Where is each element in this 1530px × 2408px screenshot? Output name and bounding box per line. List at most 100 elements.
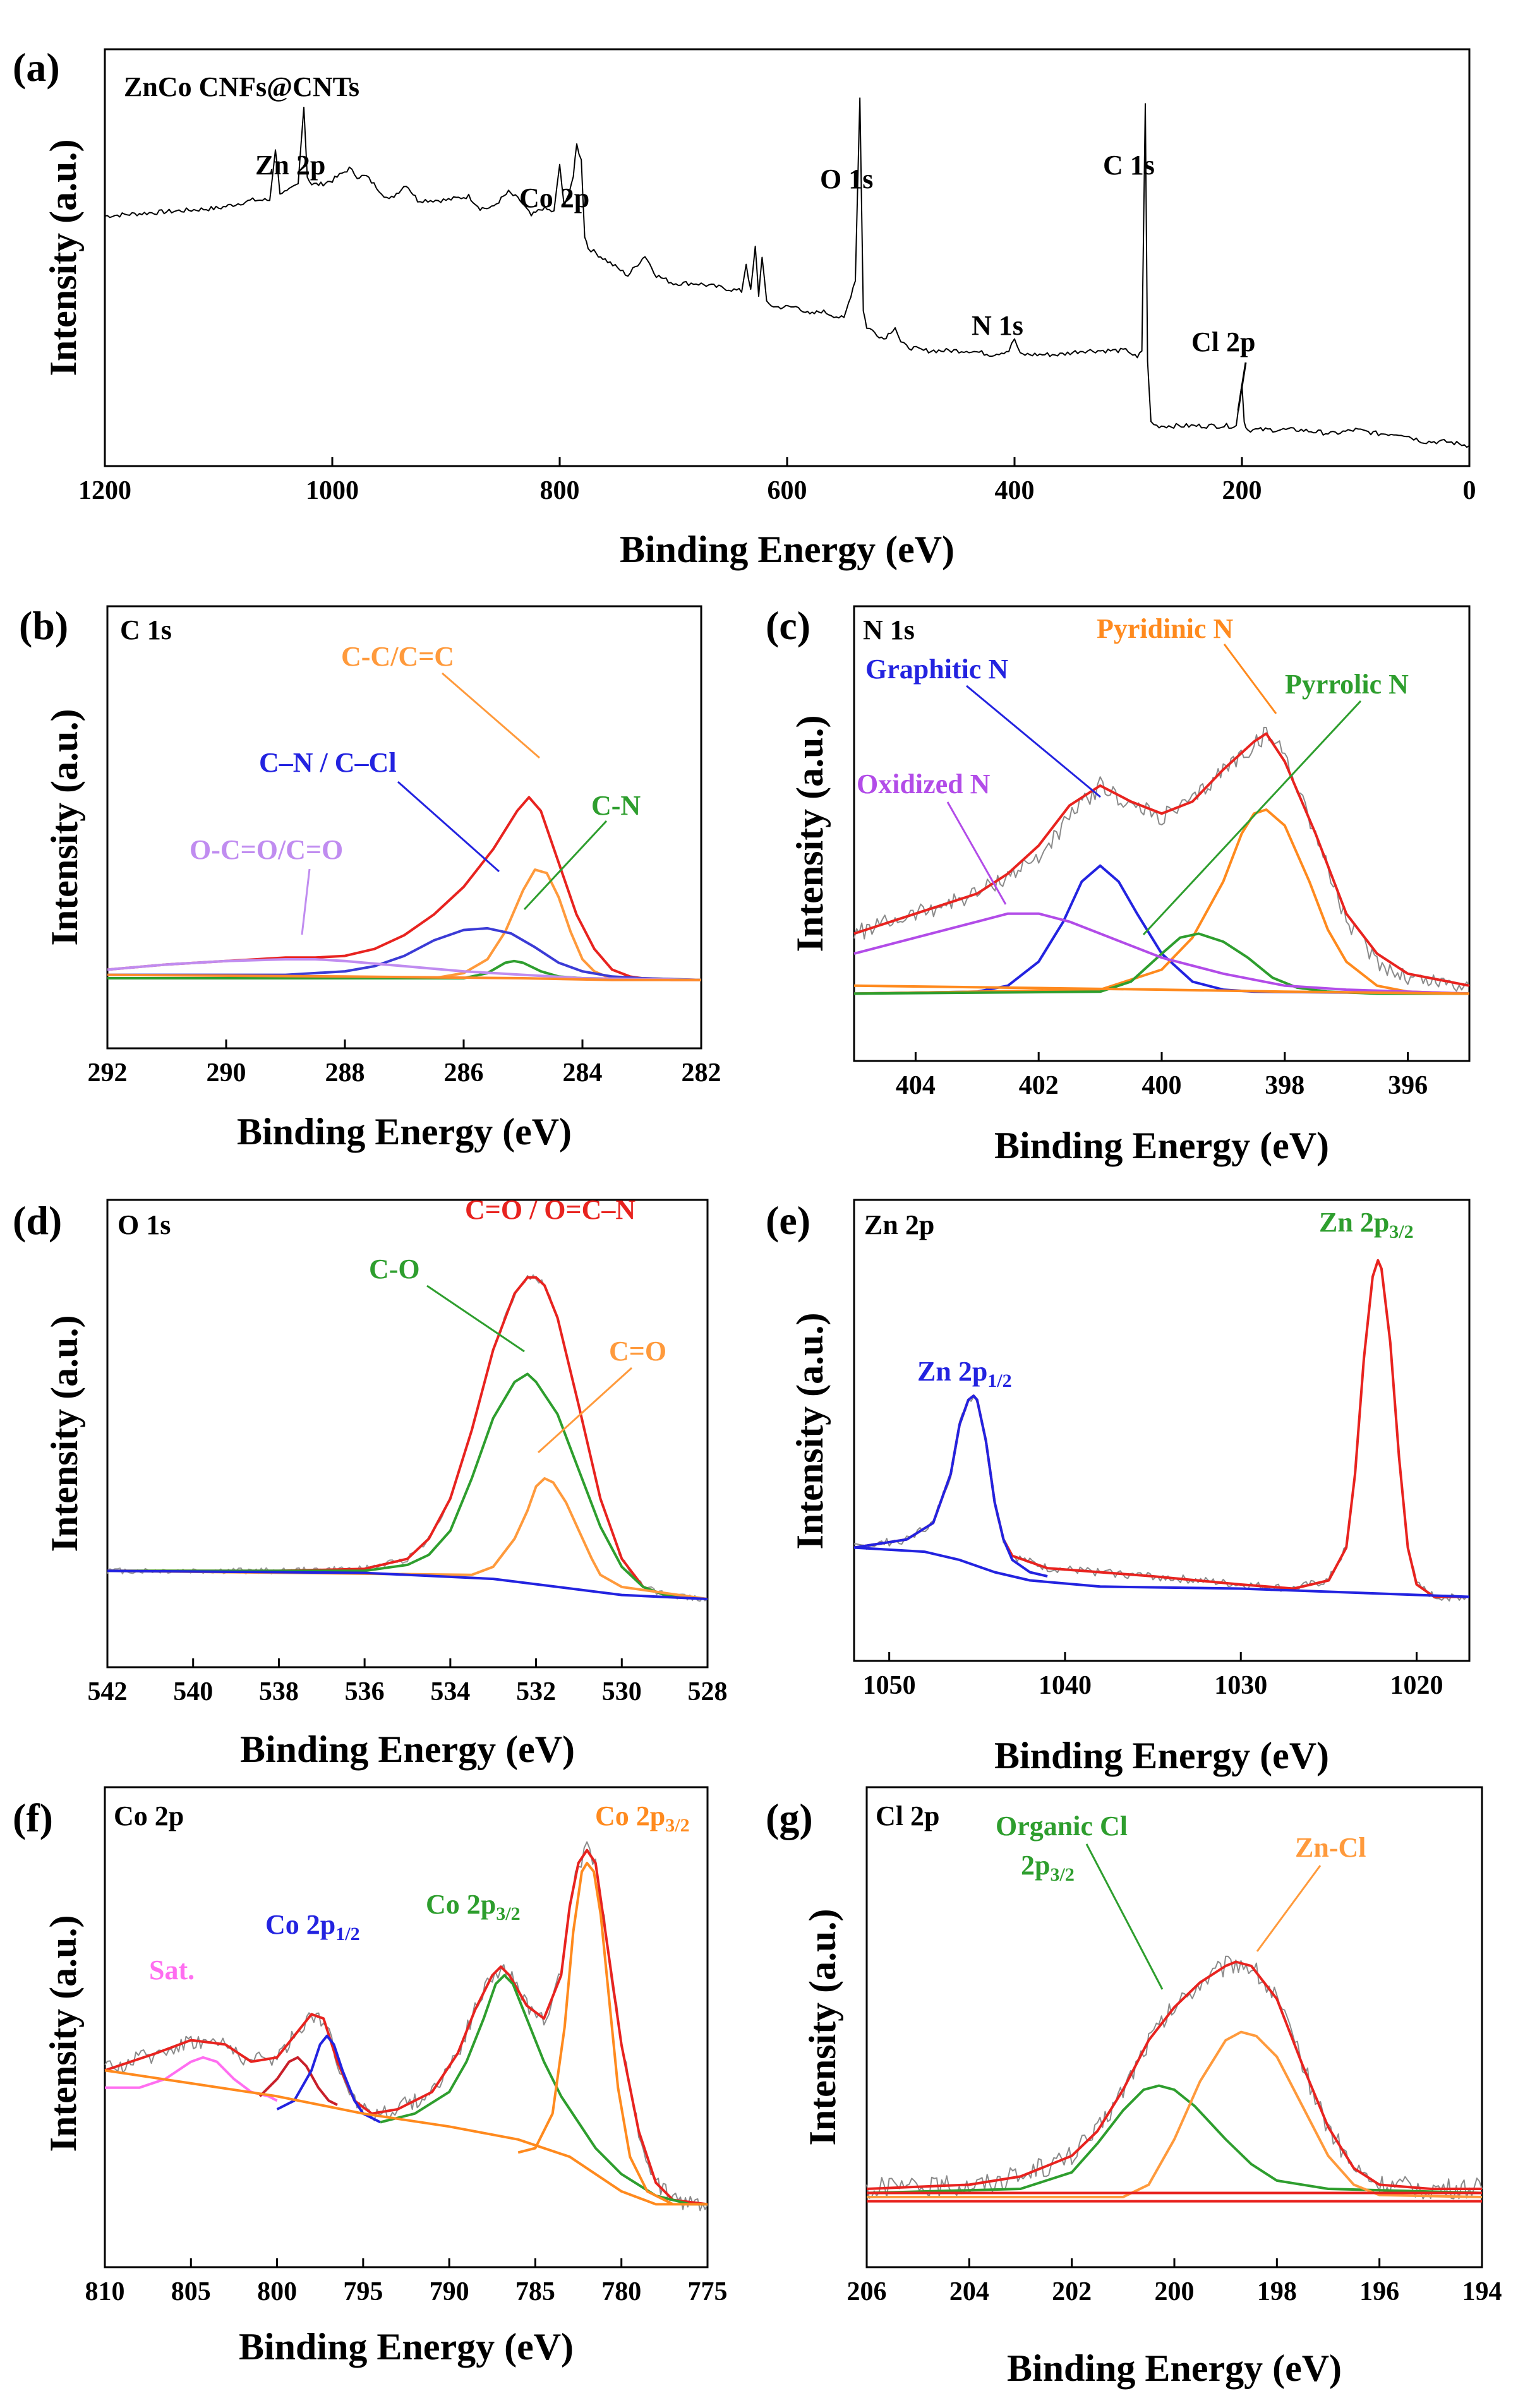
panel-c-leader-oxidized — [946, 801, 1007, 905]
panel-g-label-organic-cl: Organic Cl — [996, 1811, 1128, 1842]
p6-xtick-label-0: 206 — [847, 2277, 887, 2306]
panel-b-label-cc: C-C/C=C — [341, 641, 454, 672]
p0-series-0 — [104, 97, 1470, 448]
panel-e-letter: (e) — [766, 1198, 810, 1243]
panel-d-title: O 1s — [117, 1209, 171, 1240]
panel-d-label-c-o: C-O — [369, 1254, 420, 1285]
p2-xtick-label-0: 404 — [896, 1071, 936, 1100]
p3-series-3 — [107, 1477, 708, 1600]
panel-d-plot: 542 540 538 536 534 532 530 528 — [88, 1274, 728, 1706]
p2-series-2 — [853, 864, 1470, 995]
panel-f-title: Co 2p — [114, 1800, 184, 1831]
p5-series-6 — [517, 1862, 674, 2206]
panel-d-xlabel: Binding Energy (eV) — [240, 1728, 575, 1770]
panel-a-title: ZnCo CNFs@CNTs — [124, 71, 359, 102]
p3-series-1 — [107, 1276, 708, 1600]
panel-b-xlabel: Binding Energy (eV) — [237, 1111, 572, 1153]
p5-xtick-label-5: 785 — [515, 2277, 555, 2306]
panel-b-ylabel: Intensity (a.u.) — [44, 709, 85, 945]
p5-xtick-label-2: 800 — [257, 2277, 297, 2306]
p6-series-2 — [866, 2084, 1483, 2195]
p6-series-1 — [866, 1960, 1482, 2190]
panel-b-leader-oco — [301, 868, 311, 935]
panel-b: 292 290 288 286 284 282 (b) C 1s C-C/C=C C–N … — [19, 603, 721, 1153]
panel-g-xlabel: Binding Energy (eV) — [1007, 2347, 1342, 2389]
panel-g-label-zn-cl: Zn-Cl — [1295, 1832, 1366, 1863]
p1-xtick-label-2: 288 — [325, 1058, 365, 1087]
p4-series-2 — [853, 1394, 1048, 1578]
p1-series-2 — [107, 926, 702, 981]
panel-a-label-o: O 1s — [820, 164, 873, 195]
p4-xtick-label-0: 1050 — [863, 1671, 916, 1700]
p0-xtick-label-5: 200 — [1222, 476, 1262, 505]
p1-xtick-label-0: 292 — [88, 1058, 128, 1087]
panel-g-leader-organic — [1085, 1843, 1164, 1990]
panel-g-letter: (g) — [766, 1795, 813, 1840]
panel-b-letter: (b) — [19, 603, 68, 648]
panel-g-title: Cl 2p — [876, 1800, 939, 1831]
p1-xtick-label-5: 282 — [682, 1058, 721, 1087]
p5-series-4 — [276, 2034, 381, 2124]
panel-b-label-cn-ccl: C–N / C–Cl — [259, 747, 397, 778]
panel-b-title: C 1s — [120, 614, 172, 645]
p3-xtick-label-7: 528 — [688, 1677, 728, 1706]
p6-series-3 — [867, 2030, 1483, 2198]
p2-series-6 — [853, 984, 1470, 995]
p1-xtick-label-1: 290 — [207, 1058, 246, 1087]
p1-series-4 — [107, 958, 702, 981]
p3-xtick-label-5: 532 — [516, 1677, 556, 1706]
panel-f-plot: 810 805 800 795 790 785 780 775 — [85, 1841, 728, 2306]
panel-c-leader-pyridinic — [1223, 644, 1277, 714]
panel-c-title: N 1s — [863, 614, 915, 645]
panel-b-frame — [106, 605, 702, 1050]
panel-d-label-c-eq-o: C=O — [609, 1336, 666, 1367]
p3-series-4 — [107, 1569, 708, 1600]
panel-b-leader-cn-ccl — [397, 781, 500, 873]
panel-f-xlabel: Binding Energy (eV) — [239, 2326, 574, 2368]
p1-xtick-label-4: 284 — [563, 1058, 603, 1087]
p5-xtick-label-4: 790 — [430, 2277, 469, 2306]
panel-b-label-oco: O-C=O/C=O — [190, 834, 343, 865]
panel-a-ylabel: Intensity (a.u.) — [42, 139, 84, 376]
p3-xtick-label-0: 542 — [88, 1677, 128, 1706]
panel-g-plot: 206 204 202 200 198 196 194 — [847, 1955, 1502, 2306]
panel-a-xlabel: Binding Energy (eV) — [620, 529, 955, 570]
panel-g: 206 204 202 200 198 196 194 (g) Cl 2p Organic … — [766, 1786, 1502, 2389]
p6-xtick-label-6: 194 — [1462, 2277, 1502, 2306]
p4-series-3 — [853, 1546, 1470, 1598]
p2-xtick-label-1: 402 — [1019, 1071, 1059, 1100]
p6-xtick-label-4: 198 — [1257, 2277, 1297, 2306]
p0-xtick-label-4: 400 — [995, 476, 1035, 505]
p3-xtick-label-6: 530 — [602, 1677, 642, 1706]
p5-xtick-label-7: 775 — [688, 2277, 728, 2306]
panel-e-title: Zn 2p — [864, 1209, 934, 1240]
panel-b-leader-cn — [523, 820, 608, 911]
panel-c-xlabel: Binding Energy (eV) — [994, 1125, 1329, 1166]
panel-d-frame — [106, 1199, 709, 1668]
panel-a-label-zn: Zn 2p — [255, 150, 325, 181]
panel-a: 1200 1000 800 600 400 200 0 (a) ZnCo CNFs@CNTs… — [13, 45, 1476, 570]
p3-xtick-label-3: 536 — [345, 1677, 385, 1706]
panel-d-label-co-ocn: C=O / O=C–N — [465, 1194, 635, 1225]
panel-f-label-co2p32-sat: Co 2p3/2 — [426, 1889, 521, 1924]
panel-f: 810 805 800 795 790 785 780 775 (f) Co 2p Co 2p… — [13, 1786, 728, 2368]
panel-f-label-sat: Sat. — [149, 1955, 195, 1986]
p6-xtick-label-1: 204 — [949, 2277, 989, 2306]
p0-xtick-label-1: 1000 — [306, 476, 359, 505]
panel-e-ylabel: Intensity (a.u.) — [789, 1312, 831, 1549]
panel-e-xlabel: Binding Energy (eV) — [994, 1735, 1329, 1776]
panel-a-label-n: N 1s — [972, 310, 1023, 341]
panel-d-leader-c-eq-o — [537, 1367, 633, 1454]
panel-c-label-pyrrolic: Pyrrolic N — [1285, 669, 1409, 700]
panel-c-label-pyridinic: Pyridinic N — [1097, 613, 1234, 644]
p6-xtick-label-2: 202 — [1052, 2277, 1092, 2306]
p5-xtick-label-1: 805 — [171, 2277, 211, 2306]
p0-xtick-label-6: 0 — [1463, 476, 1476, 505]
p0-xtick-label-0: 1200 — [78, 476, 131, 505]
panel-a-label-co: Co 2p — [519, 183, 589, 213]
p5-xtick-label-0: 810 — [85, 2277, 125, 2306]
p5-series-5 — [380, 1974, 708, 2206]
panel-c-letter: (c) — [766, 603, 810, 648]
panel-c-label-oxidized: Oxidized N — [857, 769, 991, 800]
p4-xtick-label-2: 1030 — [1214, 1671, 1267, 1700]
